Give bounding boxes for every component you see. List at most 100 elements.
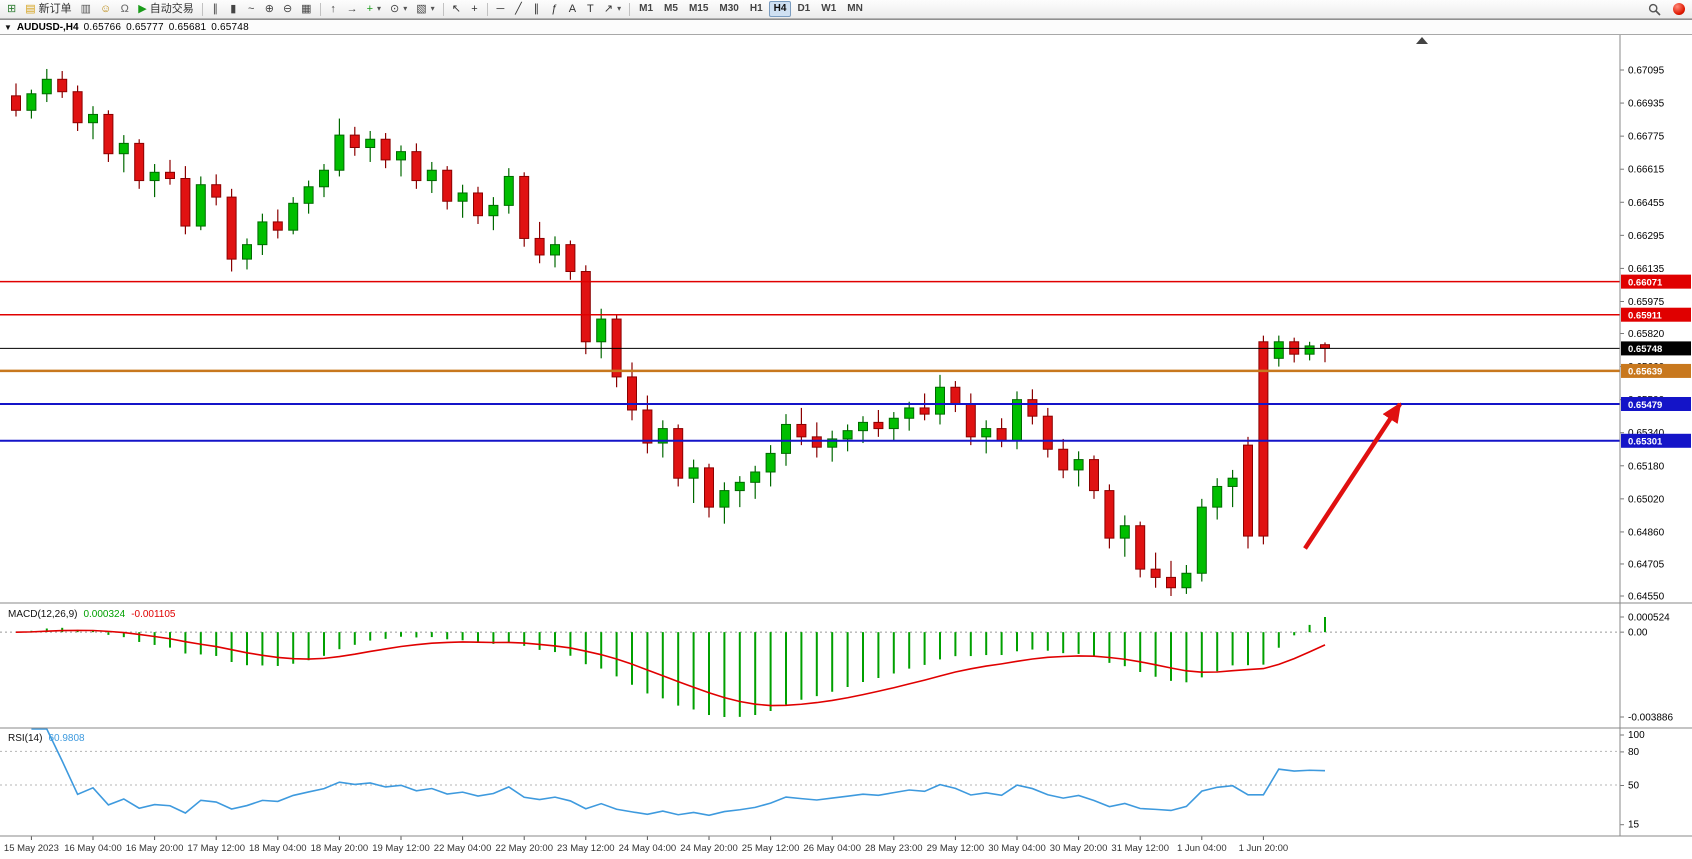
auto-trading-button[interactable]: ▶ 自动交易 [134,1,197,17]
time-axis-label: 29 May 12:00 [927,843,985,854]
new-order-button[interactable]: ▤ 新订单 [21,1,75,17]
toolbar-left-group: ⊞ ▤ 新订单 ▥ ☺ Ω ▶ 自动交易 ∥ ▮ ~ ⊕ ⊖ ▦ ↑ → + ▾ ⊙ ▾ ▧ ▾ ↖ + ─ ╱ ∥ ƒ A T ↗ ▾ M1 M… [3,1,868,17]
arrow-object-icon: ↗ [603,3,614,15]
new-chart-button[interactable]: ⊞ [3,1,20,17]
candle-up [734,481,745,492]
candle-up [1181,572,1192,589]
candle-up [596,318,607,343]
trendline-tool-button[interactable]: ╱ [510,1,527,17]
cursor-icon: ↖ [451,3,461,15]
zoom-in-icon: ⊕ [264,3,274,15]
time-axis-label: 16 May 04:00 [64,843,122,854]
dropdown-caret-icon: ▾ [617,4,622,13]
rsi-line [31,728,1326,817]
symbol-dropdown-icon[interactable]: ▼ [4,22,12,32]
candle-down [442,169,453,202]
timeframe-d1-button[interactable]: D1 [792,1,815,17]
label-tool-button[interactable]: T [582,1,599,17]
toolbar-separator [319,2,321,16]
candle-down [380,138,391,161]
candle-up [981,428,992,438]
timeframe-h1-button[interactable]: H1 [745,1,768,17]
play-icon: ▶ [138,3,147,15]
templates-button[interactable]: ▧ ▾ [412,1,438,17]
candle-up [719,490,730,508]
candle-down [704,467,714,508]
candle-down [211,184,222,198]
time-axis-label: 24 May 20:00 [680,843,738,854]
zoom-in-button[interactable]: ⊕ [261,1,278,17]
candle-up [1012,399,1022,442]
dropdown-caret-icon: ▾ [430,4,435,13]
trend-arrow[interactable] [1303,402,1402,550]
candle-down [134,142,145,182]
time-axis-label: 22 May 04:00 [434,843,492,854]
chart-windows-button[interactable]: ▥ [77,1,95,17]
candle-down [103,113,114,155]
candle-down [1089,459,1099,492]
search-button[interactable] [1642,0,1667,18]
candle-down [580,271,591,343]
time-axis: 15 May 2023 16 May 04:00 16 May 20:00 17 Ma… [4,836,1288,854]
fibonacci-tool-button[interactable]: ƒ [546,1,563,17]
indicators-button[interactable]: + ▾ [363,1,385,17]
mql5-community-icon[interactable] [1673,3,1685,15]
candle-up [550,244,560,256]
channel-tool-button[interactable]: ∥ [528,1,545,17]
candle-down [519,175,530,239]
arrows-tool-button[interactable]: ↗ ▾ [600,1,625,17]
timeframe-mn-button[interactable]: MN [842,1,868,17]
auto-scroll-button[interactable]: ↑ [325,1,342,17]
price-axis-label: 0.65340 [1628,428,1665,439]
candle-up [888,417,899,430]
headset-icon: Ω [120,3,129,15]
candle-up [1273,341,1284,359]
cursor-button[interactable]: ↖ [448,1,465,17]
timeframe-m30-button[interactable]: M30 [714,1,743,17]
panel-separator[interactable] [0,725,1692,731]
chart-titlebar[interactable]: ▼ AUDUSD-,H4 0.65766 0.65777 0.65681 0.6… [0,20,1692,35]
chart-shift-button[interactable]: → [343,1,362,17]
panel-separator[interactable] [0,833,1692,839]
candle-down [272,221,283,231]
candles-mode-button[interactable]: ▮ [225,1,242,17]
timeframe-m15-button[interactable]: M15 [684,1,713,17]
periods-button[interactable]: ⊙ ▾ [386,1,411,17]
auto-scroll-icon: ↑ [330,3,336,15]
text-tool-button[interactable]: A [564,1,581,17]
line-mode-button[interactable]: ~ [243,1,260,17]
toolbar-separator [629,2,631,16]
zoom-out-button[interactable]: ⊖ [279,1,296,17]
time-axis-label: 30 May 04:00 [988,843,1046,854]
search-icon [1648,3,1661,16]
time-axis-label: 1 Jun 20:00 [1239,843,1289,854]
community-button[interactable]: ☺ [96,1,115,17]
candle-down [627,376,637,411]
candle-up [904,407,915,419]
rsi-axis-label: 50 [1628,781,1640,792]
candle-up [195,184,206,227]
timeframe-m1-button[interactable]: M1 [634,1,658,17]
timeframe-h4-button[interactable]: H4 [768,1,792,17]
candle-up [1119,525,1130,539]
dropdown-caret-icon: ▾ [377,4,382,13]
candle-down [950,386,961,405]
candle-up [288,202,299,231]
chart-windows-icon: ▥ [80,3,92,15]
panel-separator[interactable] [0,600,1692,606]
candle-up [1227,477,1238,487]
time-axis-label: 28 May 23:00 [865,843,923,854]
support-button[interactable]: Ω [116,1,133,17]
bars-mode-button[interactable]: ∥ [207,1,224,17]
hline-tool-button[interactable]: ─ [492,1,509,17]
new-order-icon: ▤ [25,3,36,15]
tile-windows-button[interactable]: ▦ [297,1,315,17]
crosshair-button[interactable]: + [466,1,483,17]
candle-up [319,169,329,188]
rsi-axis-label: 15 [1628,820,1640,831]
chart-high-value: 0.65777 [126,21,164,33]
trendline-icon: ╱ [515,3,522,15]
timeframe-m5-button[interactable]: M5 [659,1,683,17]
timeframe-w1-button[interactable]: W1 [816,1,841,17]
dropdown-caret-icon: ▾ [403,4,408,13]
